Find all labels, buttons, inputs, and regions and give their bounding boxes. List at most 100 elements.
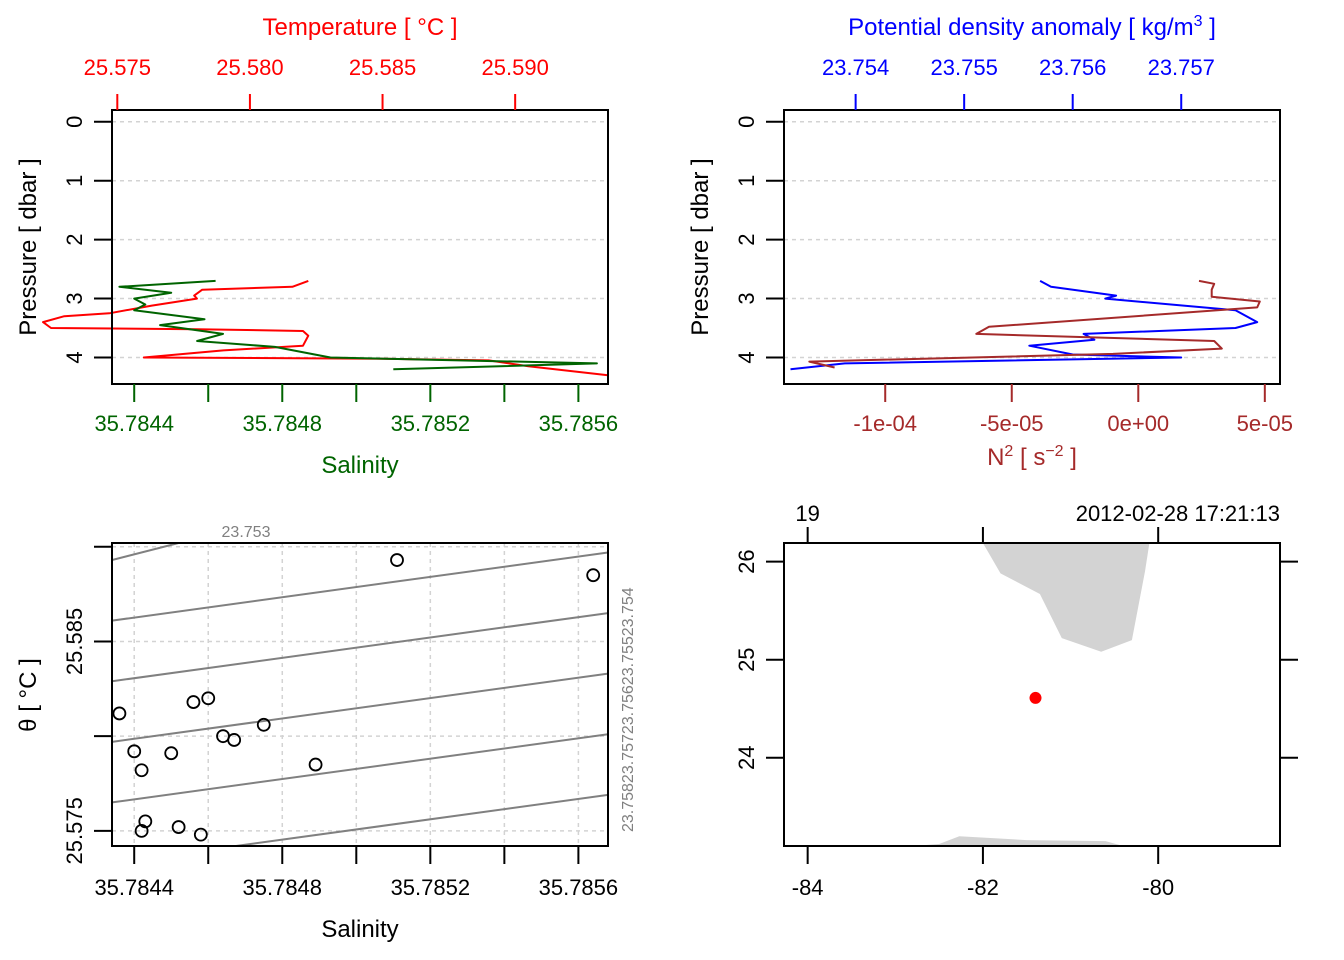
temperature-axis: 25.575 25.580 25.585 25.590 — [84, 55, 549, 110]
top-axis-tick-label: 23.757 — [1148, 55, 1215, 80]
ts-point — [256, 717, 271, 732]
density-axis: 23.754 23.755 23.756 23.757 — [822, 55, 1215, 110]
bottom-axis-tick-label: -1e-04 — [853, 411, 917, 436]
ts-point — [186, 695, 201, 709]
bottom-axis-tick-label: 0e+00 — [1107, 411, 1169, 436]
isopycnal-line — [228, 793, 608, 846]
land-polygons — [912, 543, 1150, 846]
ts-point — [586, 568, 601, 583]
ts-gridlines — [112, 543, 608, 846]
theta-tick-label: 25.585 — [62, 608, 87, 675]
ts-point — [308, 757, 323, 772]
pressure-tick-label: 4 — [62, 351, 87, 363]
pressure-tick-label: 1 — [62, 175, 87, 187]
panel-density-n2-profile: 0 1 2 3 4 23.754 23.755 23.756 23.757 -1e-04 -5e… — [687, 13, 1293, 471]
top-axis-tick-label: 25.575 — [84, 55, 151, 80]
ts-point — [134, 823, 149, 838]
n2-axis-title: N2 [ s−2 ] — [987, 443, 1077, 471]
pressure-axis-title: Pressure [ dbar ] — [15, 158, 42, 335]
n2-axis-title-units: [ s — [1013, 444, 1045, 471]
latitude-axis: 24 25 26 — [734, 549, 1298, 770]
station-marker — [1029, 691, 1042, 704]
top-axis-tick-label: 23.754 — [822, 55, 889, 80]
pressure-tick-label: 2 — [62, 234, 87, 246]
temperature-axis-title: Temperature [ °C ] — [263, 14, 458, 41]
bottom-axis-tick-label: 5e-05 — [1237, 411, 1293, 436]
ts-points — [112, 553, 601, 842]
isopycnal-line — [112, 733, 608, 804]
ts-point — [171, 820, 186, 834]
n2-axis: -1e-04 -5e-05 0e+00 5e-05 — [853, 384, 1293, 436]
theta-axis-title: θ [ °C ] — [15, 658, 42, 732]
pressure-axis-title: Pressure [ dbar ] — [687, 158, 714, 335]
isopycnal-line — [112, 672, 608, 743]
ts-point — [390, 553, 404, 567]
longitude-tick-label: -84 — [792, 875, 824, 900]
ts-point — [193, 827, 208, 842]
density-axis-title: Potential density anomaly [ kg/m3 ] — [848, 13, 1216, 41]
isopycnal-line — [112, 551, 608, 622]
bottom-axis-tick-label: 35.7844 — [94, 411, 174, 436]
salinity-axis-title: Salinity — [321, 452, 398, 479]
ts-point — [112, 706, 127, 721]
ts-point — [201, 691, 216, 706]
profile-series — [790, 279, 1261, 371]
land-polygon — [982, 543, 1150, 652]
bottom-axis-tick-label: 35.7852 — [391, 411, 471, 436]
panel-ts-diagram: 35.7844 35.7848 35.7852 35.7856 25.575 25.58… — [15, 524, 637, 943]
salinity-axis: 35.7844 35.7848 35.7852 35.7856 — [94, 846, 618, 900]
bottom-axis-tick-label: -5e-05 — [980, 411, 1044, 436]
series-line-potential-density-anomaly — [790, 280, 1259, 371]
bottom-axis-tick-label: 35.7848 — [243, 411, 323, 436]
n2-axis-title-exp1: 2 — [1004, 443, 1013, 460]
series-line-salinity — [118, 279, 598, 371]
bottom-axis-tick-label: 35.7856 — [539, 411, 619, 436]
pressure-tick-label: 0 — [62, 116, 87, 128]
ts-point — [164, 746, 179, 761]
pressure-axis: 0 1 2 3 4 — [62, 116, 112, 364]
ts-point — [134, 763, 149, 778]
isopycnal-lines — [112, 543, 608, 846]
n2-axis-title-exp2: −2 — [1045, 443, 1063, 460]
time-axis: 19 2012-02-28 17:21:13 — [795, 501, 1280, 543]
pressure-tick-label: 1 — [734, 175, 759, 187]
salinity-tick-label: 35.7844 — [94, 875, 174, 900]
salinity-tick-label: 35.7856 — [539, 875, 619, 900]
pressure-tick-label: 3 — [734, 292, 759, 304]
longitude-tick-label: -80 — [1142, 875, 1174, 900]
theta-tick-label: 25.575 — [62, 797, 87, 864]
ts-point — [227, 733, 242, 747]
panel-station-map: -84 -82 -80 24 25 26 19 2012-02-28 17:21:13 — [734, 501, 1298, 900]
salinity-tick-label: 35.7852 — [391, 875, 471, 900]
time-tick-label: 2012-02-28 17:21:13 — [1076, 501, 1280, 526]
pressure-gridlines — [784, 121, 1280, 359]
longitude-tick-label: -82 — [967, 875, 999, 900]
time-tick-label: 19 — [795, 501, 819, 526]
pressure-tick-label: 2 — [734, 234, 759, 246]
salinity-axis: 35.7844 35.7848 35.7852 35.7856 — [94, 384, 618, 436]
longitude-axis: -84 -82 -80 — [792, 846, 1174, 900]
ts-point — [138, 814, 153, 829]
theta-axis: 25.575 25.585 — [62, 545, 112, 864]
salinity-axis-title: Salinity — [321, 916, 398, 943]
n2-axis-title-close: ] — [1064, 444, 1077, 471]
top-axis-tick-label: 25.585 — [349, 55, 416, 80]
density-axis-title-close: ] — [1203, 14, 1216, 41]
latitude-tick-label: 24 — [734, 746, 759, 770]
profile-series — [42, 279, 609, 377]
plot-frame — [111, 542, 609, 847]
pressure-tick-label: 0 — [734, 116, 759, 128]
pressure-tick-label: 3 — [62, 292, 87, 304]
density-axis-title-main: Potential density anomaly [ kg/m — [848, 14, 1194, 41]
plot-frame — [783, 109, 1281, 385]
latitude-tick-label: 26 — [734, 549, 759, 573]
isopycnal-top-label: 23.753 — [222, 524, 271, 541]
series-line-n- — [808, 279, 1261, 369]
pressure-axis: 0 1 2 3 4 — [734, 116, 784, 364]
top-axis-tick-label: 23.755 — [931, 55, 998, 80]
plot-frame — [783, 542, 1281, 847]
land-polygon — [912, 836, 1124, 846]
pressure-tick-label: 4 — [734, 351, 759, 363]
